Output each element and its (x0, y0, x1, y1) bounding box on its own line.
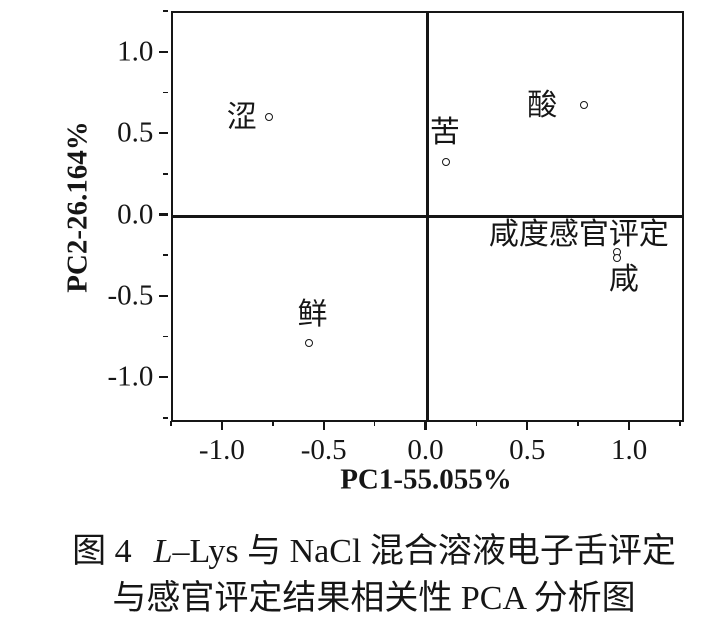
y-minor-tick (163, 335, 169, 338)
data-point-marker (441, 158, 450, 167)
x-major-tick (628, 420, 631, 430)
data-point-marker (580, 101, 589, 110)
figure-caption-line1: 图 4 L–Lys 与 NaCl 混合溶液电子舌评定 (0, 535, 724, 569)
y-major-tick (159, 376, 169, 379)
x-minor-tick (271, 420, 274, 426)
x-tick-label: 0.5 (509, 434, 546, 466)
data-point-label: 咸 (608, 263, 639, 297)
data-point-marker (612, 254, 621, 263)
data-point-label: 咸度感官评定 (488, 217, 669, 251)
x-minor-tick (577, 420, 580, 426)
caption-line1-text: –Lys 与 NaCl 混合溶液电子舌评定 (172, 533, 676, 570)
x-tick-label: 1.0 (610, 434, 648, 466)
y-axis-title: PC2-26.164% (61, 121, 94, 293)
y-tick-label: 1.0 (117, 35, 154, 68)
y-minor-tick (163, 254, 169, 257)
plot-area (171, 11, 684, 422)
y-major-tick (159, 132, 169, 135)
y-tick-label: -1.0 (107, 360, 154, 393)
y-tick-label: -0.5 (107, 279, 154, 312)
zero-line-horizontal (173, 215, 682, 218)
y-tick-label: 0.5 (117, 116, 154, 149)
y-major-tick (159, 213, 169, 216)
y-major-tick (159, 294, 169, 297)
y-minor-tick (163, 91, 169, 94)
data-point-label: 酸 (527, 89, 558, 123)
data-point-label: 苦 (429, 116, 460, 150)
x-minor-tick (170, 420, 172, 426)
x-tick-label: 0.0 (407, 434, 444, 466)
y-tick-label: 0.0 (117, 198, 154, 230)
x-minor-tick (679, 420, 681, 426)
y-minor-tick (163, 172, 169, 175)
y-minor-tick (163, 10, 169, 12)
x-major-tick (220, 420, 223, 430)
x-axis-title: PC1-55.055% (340, 463, 512, 496)
x-major-tick (526, 420, 529, 430)
figure-caption-line2: 与感官评定结果相关性 PCA 分析图 (112, 580, 636, 617)
y-major-tick (159, 50, 169, 53)
x-major-tick (424, 420, 427, 430)
y-minor-tick (163, 417, 169, 419)
x-tick-label: -1.0 (198, 434, 245, 466)
data-point-marker (305, 339, 314, 348)
figure-number: 图 4 (72, 533, 132, 570)
data-point-label: 涩 (226, 100, 257, 134)
x-minor-tick (475, 420, 478, 426)
x-tick-label: -0.5 (300, 434, 347, 466)
caption-italic-l: L (153, 533, 173, 570)
data-point-label: 鲜 (297, 298, 328, 332)
data-point-marker (264, 112, 273, 121)
x-major-tick (322, 420, 325, 430)
x-minor-tick (373, 420, 376, 426)
